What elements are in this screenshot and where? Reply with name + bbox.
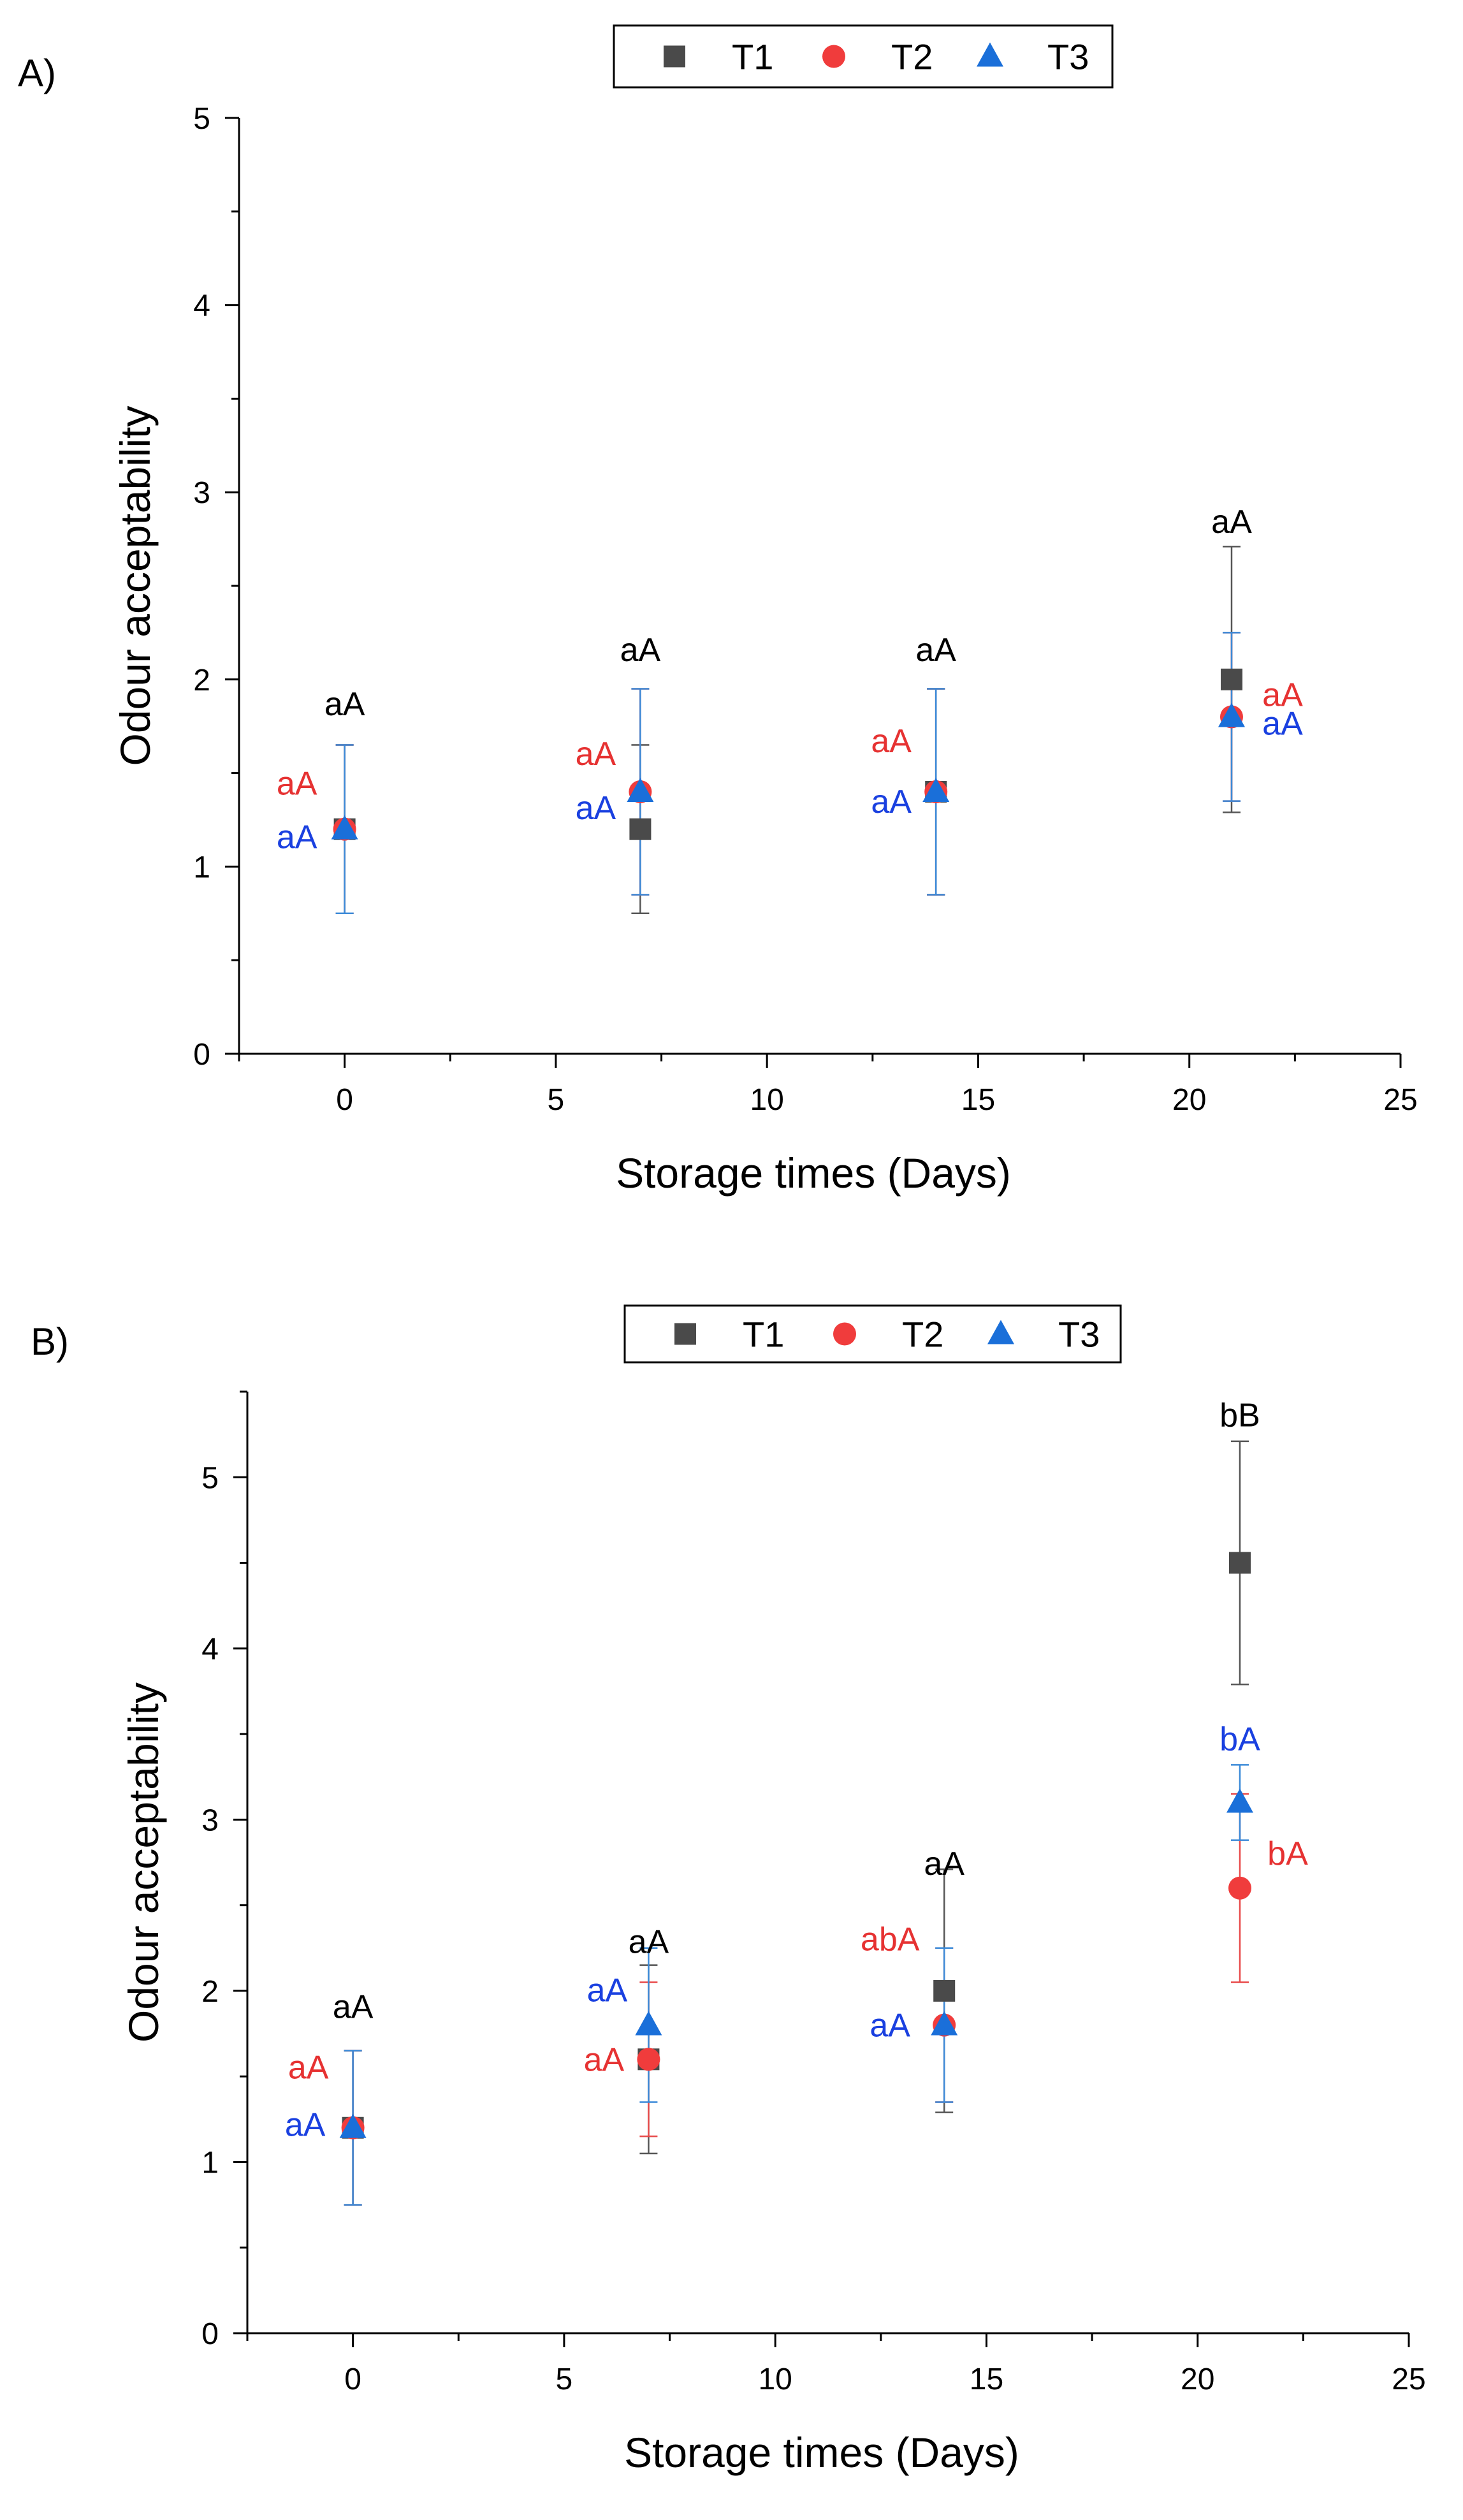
x-tick-label: 5	[556, 2363, 573, 2396]
data-point-t3	[922, 777, 950, 802]
x-tick-label: 0	[344, 2363, 361, 2396]
significance-label-t2: aA	[584, 2041, 625, 2078]
significance-label-t3: aA	[277, 819, 317, 856]
y-tick-label: 0	[201, 2317, 219, 2351]
legend-label-t2: T2	[902, 1315, 943, 1355]
significance-label-t2: aA	[1262, 677, 1303, 714]
y-tick-label: 2	[193, 664, 210, 697]
y-tick-label: 4	[193, 289, 210, 323]
y-tick-label: 5	[201, 1461, 219, 1495]
legend-box	[623, 1304, 1122, 1364]
x-tick-label: 10	[750, 1083, 783, 1117]
data-point-t1	[629, 818, 651, 840]
data-point-t3	[1226, 1788, 1253, 1813]
y-tick-label: 1	[193, 850, 210, 884]
significance-label-top: aA	[915, 632, 956, 669]
data-point-t3	[635, 2011, 662, 2036]
data-point-t1	[1228, 1552, 1251, 1574]
significance-label-t3: aA	[285, 2107, 326, 2144]
x-tick-label: 15	[961, 1083, 995, 1117]
y-axis-title: Odour acceptability	[112, 406, 159, 766]
significance-label-t2: aA	[288, 2050, 329, 2087]
y-tick-label: 1	[201, 2146, 219, 2180]
y-axis-title: Odour acceptability	[120, 1682, 167, 2043]
legend-marker-t2	[822, 45, 845, 68]
y-tick-label: 2	[201, 1975, 219, 2009]
significance-label-t1: aA	[333, 1989, 374, 2026]
legend-marker-t2	[833, 1322, 856, 1346]
data-point-t3	[339, 2113, 367, 2138]
x-tick-label: 20	[1181, 2363, 1214, 2396]
chart-panel-a: A) 0 5 10 15 20 25 0 1 2 3 4 5 Storage times (Days) Od…	[18, 24, 1418, 1197]
significance-label-t1: aA	[629, 1923, 669, 1960]
significance-label-t3: aA	[870, 2007, 910, 2044]
significance-label-t2: abA	[861, 1921, 920, 1958]
chart-panel-b: B) 0 5 10 15 20 25 0 1 2 3 4 5 Storage times (Days) Od…	[31, 1304, 1426, 2476]
significance-label-t3: aA	[576, 790, 616, 827]
x-tick-label: 25	[1383, 1083, 1417, 1117]
data-point-t3	[331, 815, 358, 840]
panel-label: B)	[31, 1320, 69, 1363]
significance-label-t3: aA	[1262, 706, 1303, 743]
legend-box	[613, 24, 1114, 89]
legend-label-t3: T3	[1047, 37, 1089, 77]
x-tick-label: 5	[548, 1083, 565, 1117]
y-tick-label: 5	[193, 102, 210, 136]
significance-label-t3: aA	[587, 1972, 628, 2009]
y-tick-label: 3	[201, 1803, 219, 1837]
significance-label-top: aA	[324, 686, 365, 723]
significance-label-t1: aA	[924, 1846, 964, 1883]
x-axis-title: Storage times (Days)	[616, 1149, 1011, 1197]
y-tick-label: 0	[193, 1038, 210, 1072]
legend-label-t1: T1	[732, 37, 773, 77]
x-tick-label: 0	[336, 1083, 353, 1117]
x-tick-label: 25	[1392, 2363, 1425, 2396]
significance-label-t1: aA	[1211, 504, 1252, 541]
significance-label-t2: aA	[576, 736, 616, 773]
data-point-t2	[1228, 1876, 1251, 1900]
x-tick-label: 20	[1172, 1083, 1206, 1117]
data-point-t1	[1220, 668, 1242, 690]
data-point-t3	[627, 777, 654, 802]
data-point-t2	[637, 2048, 660, 2071]
x-axis-title: Storage times (Days)	[624, 2429, 1019, 2476]
legend-marker-t3	[977, 42, 1003, 67]
panel-label: A)	[18, 52, 56, 94]
data-point-t3	[931, 2011, 958, 2036]
significance-label-t1: bB	[1219, 1397, 1260, 1434]
legend-marker-t3	[987, 1320, 1014, 1344]
y-tick-label: 3	[193, 476, 210, 510]
significance-label-t3: bA	[1219, 1721, 1260, 1758]
x-tick-label: 15	[970, 2363, 1003, 2396]
legend-label-t3: T3	[1058, 1315, 1100, 1355]
legend-marker-t1	[664, 45, 685, 68]
significance-label-top: aA	[620, 632, 661, 669]
significance-label-t2: aA	[871, 723, 912, 760]
y-tick-label: 4	[201, 1633, 219, 1666]
significance-label-t2: bA	[1267, 1835, 1308, 1872]
data-point-t3	[1218, 703, 1245, 727]
significance-label-t2: aA	[277, 766, 317, 803]
significance-label-t3: aA	[871, 783, 912, 820]
legend-marker-t1	[674, 1323, 696, 1345]
legend-label-t1: T1	[743, 1315, 784, 1355]
x-tick-label: 10	[758, 2363, 792, 2396]
legend-label-t2: T2	[891, 37, 933, 77]
data-point-t1	[933, 1979, 956, 2002]
